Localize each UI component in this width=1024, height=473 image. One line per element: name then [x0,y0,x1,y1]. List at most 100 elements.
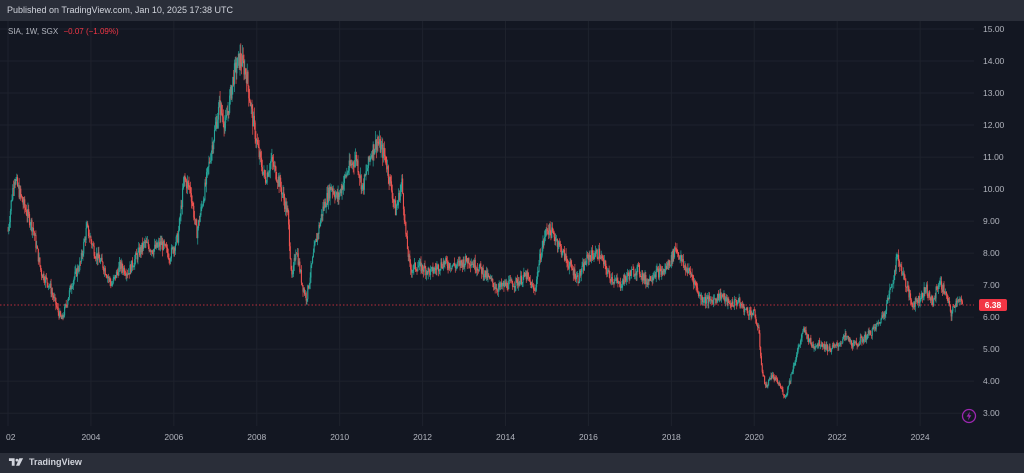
candle [503,280,505,292]
candle [99,257,102,265]
candle [440,258,442,271]
candle [202,196,204,207]
candle [402,174,404,195]
candle [580,268,582,282]
candle [791,369,794,375]
candle [829,343,831,353]
candle [412,265,414,274]
candle [217,112,219,129]
bottom-bar [0,453,1024,473]
candle [856,343,858,350]
candle [191,195,193,207]
candle [114,274,116,280]
candle [795,357,797,366]
candle [51,287,53,298]
candle [159,235,161,252]
candle [933,297,935,307]
candle [836,340,838,347]
candle [393,199,395,210]
candle [89,232,91,238]
candle [422,264,424,275]
candle [102,261,104,270]
candle [599,242,601,264]
candle [151,250,153,255]
candle [905,278,907,293]
last-price-label: 6.38 [985,300,1002,310]
candle [898,259,900,272]
candle [767,384,769,389]
candle [209,157,211,164]
candle [304,287,306,297]
candle [324,198,326,208]
candle [213,139,215,154]
candle [859,333,861,345]
candle [347,166,349,176]
candle [777,382,779,386]
lightning-bolt-icon[interactable] [961,408,977,424]
candle [506,280,508,291]
x-tick-label: 2010 [330,432,349,442]
candle [843,335,845,341]
candle [216,116,218,130]
candle [878,321,880,325]
tradingview-logo-icon [8,458,24,466]
candle [919,297,921,308]
candle [931,295,933,306]
y-tick-label: 3.00 [983,408,1000,418]
candle [821,342,823,347]
candle [138,242,140,253]
candle [67,298,69,308]
candle [431,266,433,272]
candle [57,303,59,316]
candle [96,253,98,266]
candle [594,250,596,260]
candle [765,381,767,388]
candle [174,246,176,257]
brand[interactable]: TradingView [8,456,82,468]
candle [455,262,457,271]
candle [482,264,484,281]
candle [205,176,207,187]
candle [500,281,502,291]
candle [689,266,692,278]
candle [310,260,312,283]
candle [830,348,832,352]
candle [10,200,12,215]
candle [701,292,703,305]
candle [796,348,798,358]
candle [347,170,349,176]
candle [118,261,120,276]
candle [595,248,597,254]
candle [833,342,835,349]
candle [52,292,54,302]
candle [499,282,501,290]
candle [107,273,110,284]
candle [511,278,513,284]
candle [559,240,562,253]
candle [933,295,936,300]
candle [627,270,629,276]
candle [523,267,525,280]
candle [246,63,248,84]
candle [366,164,368,175]
candle [234,56,236,73]
candle [374,148,376,155]
candle [768,379,770,386]
candle [139,243,141,258]
candle [24,204,27,212]
candle [548,223,550,239]
candle [618,280,620,284]
candle [753,306,755,311]
candle [74,266,76,280]
candle [173,246,175,257]
candle [847,335,849,342]
candle [819,344,821,350]
candle [628,272,630,284]
candle [924,287,926,297]
candle [430,266,432,272]
candle [8,223,10,235]
candle [914,297,916,312]
candle [432,262,434,278]
candle [48,283,51,289]
